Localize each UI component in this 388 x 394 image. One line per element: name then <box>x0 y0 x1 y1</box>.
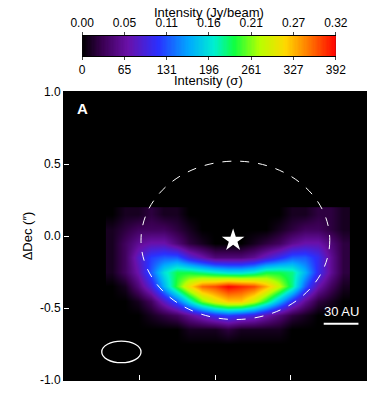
svg-text:65: 65 <box>118 63 132 77</box>
svg-text:0.27: 0.27 <box>282 16 306 30</box>
svg-text:261: 261 <box>241 63 261 77</box>
svg-text:196: 196 <box>199 63 219 77</box>
svg-text:327: 327 <box>284 63 304 77</box>
svg-text:0.00: 0.00 <box>70 16 94 30</box>
svg-text:392: 392 <box>326 63 346 77</box>
svg-text:-0.5: -0.5 <box>40 301 61 315</box>
svg-text:A: A <box>77 100 88 117</box>
svg-text:Intensity (Jy/beam): Intensity (Jy/beam) <box>154 5 264 20</box>
svg-text:-1.0: -1.0 <box>40 373 61 387</box>
svg-text:Intensity (σ): Intensity (σ) <box>174 73 243 88</box>
svg-text:0.16: 0.16 <box>197 16 221 30</box>
svg-text:0.32: 0.32 <box>324 16 348 30</box>
svg-text:131: 131 <box>157 63 177 77</box>
svg-text:0.0: 0.0 <box>44 229 61 243</box>
svg-text:0.21: 0.21 <box>240 16 264 30</box>
svg-text:0.11: 0.11 <box>155 16 178 30</box>
svg-text:0.5: 0.5 <box>44 157 61 171</box>
svg-text:0: 0 <box>79 63 86 77</box>
svg-text:1.0: 1.0 <box>44 85 61 99</box>
svg-text:0.05: 0.05 <box>113 16 137 30</box>
svg-text:ΔDec (″): ΔDec (″) <box>20 212 35 261</box>
svg-text:30 AU: 30 AU <box>324 304 359 319</box>
